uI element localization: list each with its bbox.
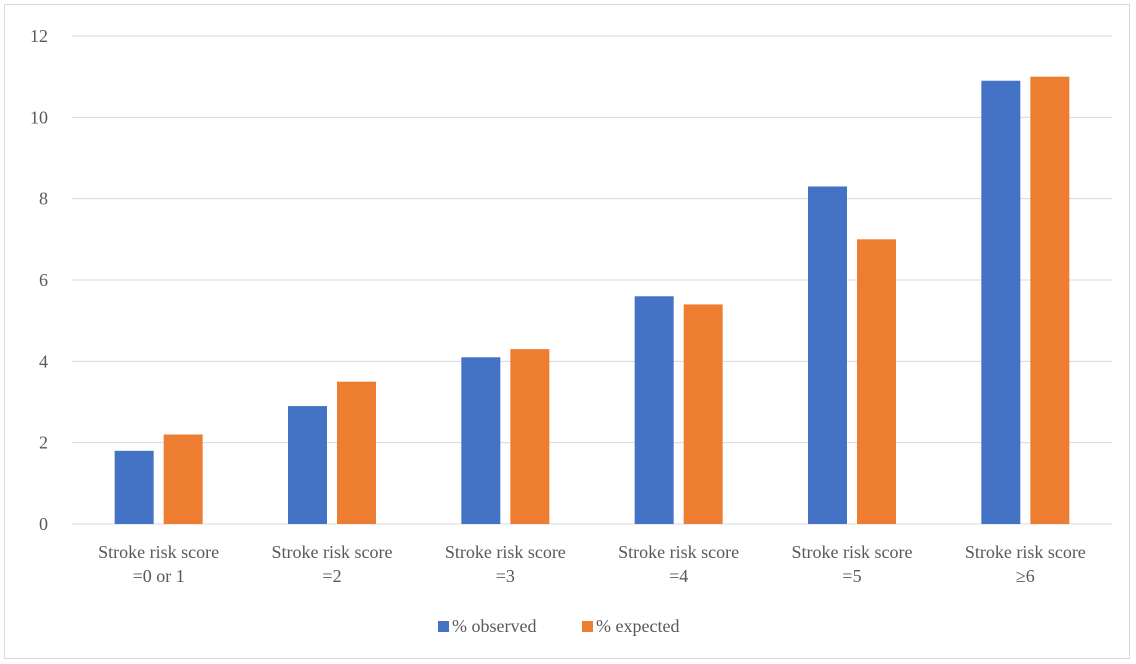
- x-category-label: Stroke risk score: [445, 542, 566, 562]
- x-axis: Stroke risk score =0 or 1 Stroke risk scor…: [98, 542, 1086, 586]
- x-category-label: Stroke risk score: [618, 542, 739, 562]
- bar-observed: [981, 80, 1021, 524]
- bar-expected: [510, 349, 550, 524]
- x-category-label: =3: [496, 566, 515, 586]
- x-category-label: =2: [322, 566, 341, 586]
- bar-expected: [683, 304, 723, 524]
- y-axis: 0 2 4 6 8 10 12: [30, 26, 48, 534]
- x-category-label: Stroke risk score: [272, 542, 393, 562]
- x-category-label: =4: [669, 566, 688, 586]
- y-tick-label: 4: [39, 351, 48, 371]
- y-tick-label: 6: [39, 270, 48, 290]
- bar-observed: [461, 357, 501, 524]
- y-tick-label: 8: [39, 189, 48, 209]
- y-tick-label: 2: [39, 433, 48, 453]
- y-tick-label: 12: [30, 26, 48, 46]
- x-category-label: ≥6: [1016, 566, 1035, 586]
- x-category-label: Stroke risk score: [965, 542, 1086, 562]
- bar-expected: [1030, 76, 1070, 525]
- bars: [114, 76, 1070, 525]
- bar-observed: [114, 450, 154, 524]
- bar-observed: [808, 186, 847, 524]
- bar-expected: [857, 239, 896, 525]
- legend-label: % observed: [452, 616, 536, 636]
- legend-swatch: [438, 621, 449, 632]
- legend-label: % expected: [596, 616, 679, 636]
- bar-expected: [337, 381, 376, 524]
- x-category-label: Stroke risk score: [98, 542, 219, 562]
- bar-observed: [288, 406, 327, 524]
- bar-expected: [163, 434, 203, 524]
- legend-swatch: [582, 621, 593, 632]
- legend: % observed % expected: [438, 616, 679, 636]
- chart-frame: [4, 4, 1130, 659]
- bar-observed: [634, 296, 674, 524]
- x-category-label: =0 or 1: [133, 566, 185, 586]
- y-tick-label: 0: [39, 514, 48, 534]
- y-tick-label: 10: [30, 107, 48, 127]
- x-category-label: =5: [842, 566, 861, 586]
- gridlines: [72, 35, 1112, 525]
- x-category-label: Stroke risk score: [792, 542, 913, 562]
